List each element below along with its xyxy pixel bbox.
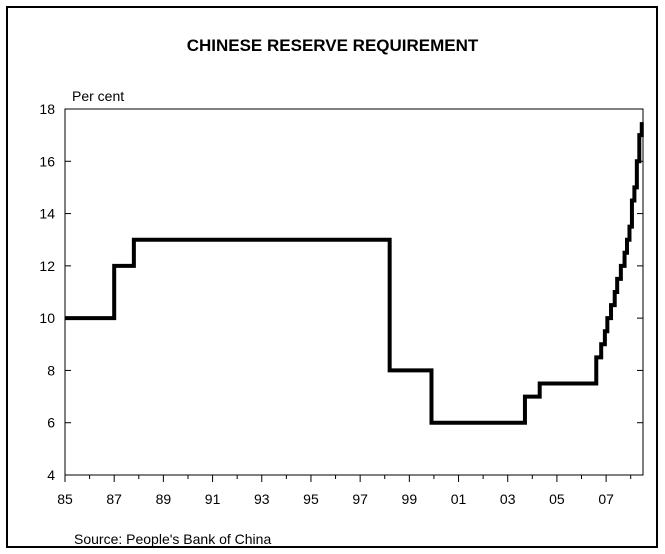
x-tick-label: 99 <box>402 491 418 507</box>
x-tick-label: 85 <box>57 491 73 507</box>
x-tick-label: 93 <box>254 491 270 507</box>
y-tick-label: 18 <box>39 101 55 117</box>
x-tick-label: 01 <box>451 491 467 507</box>
y-tick-label: 10 <box>39 310 55 326</box>
x-tick-label: 89 <box>156 491 172 507</box>
series-layer <box>65 122 644 425</box>
x-tick-label: 05 <box>549 491 565 507</box>
y-tick-label: 14 <box>39 206 55 222</box>
y-unit-label: Per cent <box>72 88 125 104</box>
plot-area-border <box>64 108 644 476</box>
y-tick-label: 4 <box>47 467 55 483</box>
source-note: Source: People's Bank of China <box>74 531 272 547</box>
y-tick-label: 12 <box>39 258 55 274</box>
chart-title: CHINESE RESERVE REQUIREMENT <box>186 36 479 55</box>
x-tick-label: 87 <box>106 491 122 507</box>
axes: 4 6 8 10 12 14 16 18 85 87 89 91 93 95 97 99 01 03 05 07 <box>39 101 644 507</box>
x-tick-label: 97 <box>352 491 368 507</box>
x-tick-label: 95 <box>303 491 319 507</box>
y-tick-label: 16 <box>39 153 55 169</box>
x-tick-label: 91 <box>205 491 221 507</box>
y-tick-label: 6 <box>47 415 55 431</box>
chart-frame <box>6 6 658 548</box>
series-line <box>65 122 644 425</box>
y-tick-label: 8 <box>47 362 55 378</box>
x-tick-label: 03 <box>500 491 516 507</box>
x-tick-label: 07 <box>598 491 614 507</box>
